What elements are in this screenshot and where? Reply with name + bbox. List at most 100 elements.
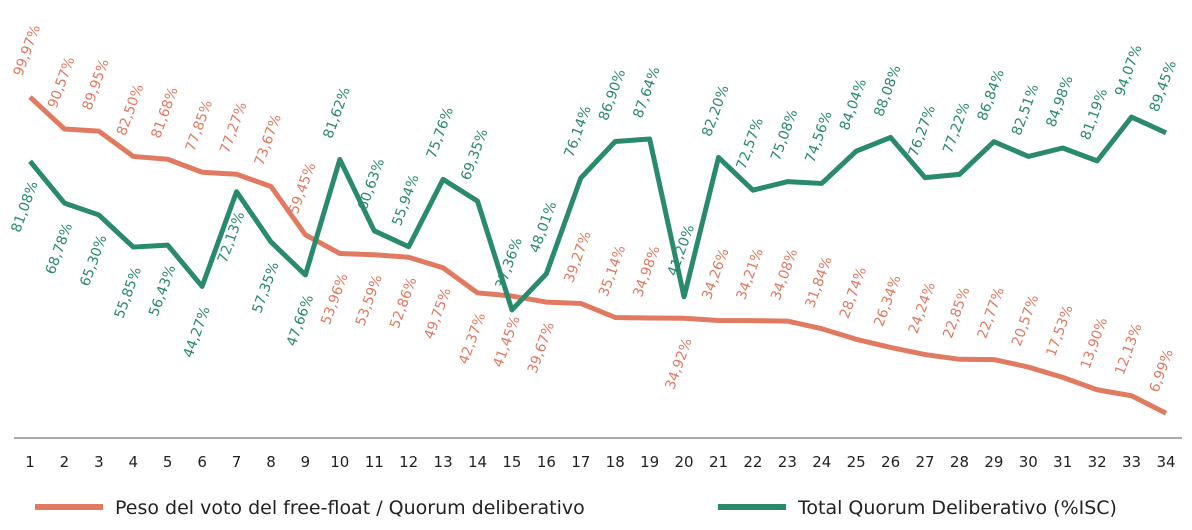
data-label: 28,74% xyxy=(837,265,870,321)
data-label: 34,08% xyxy=(768,247,801,303)
data-label: 81,68% xyxy=(148,85,181,141)
data-label: 22,85% xyxy=(940,285,973,341)
data-label: 81,08% xyxy=(8,179,41,235)
x-tick-label: 3 xyxy=(94,453,104,471)
data-label: 73,67% xyxy=(252,112,285,168)
data-label: 89,45% xyxy=(1147,59,1180,115)
data-label: 82,20% xyxy=(699,83,732,139)
data-label: 77,22% xyxy=(940,100,973,156)
x-tick-label: 10 xyxy=(330,453,349,471)
series-line xyxy=(28,95,1168,416)
series-line xyxy=(28,114,1168,313)
x-tick-label: 19 xyxy=(640,453,659,471)
data-label: 87,64% xyxy=(630,65,663,121)
data-label: 84,04% xyxy=(837,77,870,133)
x-tick-label: 14 xyxy=(468,453,487,471)
x-tick-label: 24 xyxy=(812,453,831,471)
data-label: 22,77% xyxy=(975,285,1008,341)
data-label: 84,98% xyxy=(1043,74,1076,130)
data-label: 86,84% xyxy=(975,67,1008,123)
data-label: 88,08% xyxy=(871,63,904,119)
data-label: 17,53% xyxy=(1043,303,1076,359)
data-label: 6,99% xyxy=(1147,347,1177,394)
data-label: 24,24% xyxy=(906,280,939,336)
x-tick-label: 15 xyxy=(502,453,521,471)
data-label: 77,85% xyxy=(183,98,216,154)
data-label: 72,57% xyxy=(734,116,767,172)
x-tick-label: 5 xyxy=(163,453,173,471)
x-tick-label: 21 xyxy=(709,453,728,471)
legend-label: Total Quorum Deliberativo (%ISC) xyxy=(797,497,1117,519)
x-tick-label: 22 xyxy=(743,453,762,471)
x-tick-label: 8 xyxy=(266,453,276,471)
x-tick-label: 2 xyxy=(60,453,70,471)
x-tick-label: 7 xyxy=(232,453,242,471)
data-label: 39,27% xyxy=(562,229,595,285)
data-label: 34,92% xyxy=(663,336,696,392)
data-label: 68,78% xyxy=(43,221,76,277)
x-tick-label: 34 xyxy=(1156,453,1175,471)
data-label: 86,90% xyxy=(596,67,629,123)
data-label: 41,45% xyxy=(490,314,523,370)
data-label: 60,63% xyxy=(355,157,388,213)
legend-label: Peso del voto del free-float / Quorum de… xyxy=(115,497,585,519)
data-label: 52,86% xyxy=(387,275,420,331)
x-tick-label: 18 xyxy=(606,453,625,471)
data-label: 74,56% xyxy=(802,109,835,165)
data-label: 57,35% xyxy=(249,260,282,316)
x-tick-label: 11 xyxy=(365,453,384,471)
x-tick-label: 27 xyxy=(915,453,934,471)
data-label: 44,27% xyxy=(181,304,214,360)
x-tick-label: 29 xyxy=(984,453,1003,471)
data-label: 34,98% xyxy=(630,244,663,300)
data-label: 39,67% xyxy=(525,320,558,376)
x-tick-label: 25 xyxy=(847,453,866,471)
data-label: 49,75% xyxy=(422,286,455,342)
data-label: 13,90% xyxy=(1078,315,1111,371)
data-label: 34,21% xyxy=(734,246,767,302)
data-label: 12,13% xyxy=(1112,321,1145,377)
data-label: 53,59% xyxy=(353,273,386,329)
x-tick-label: 30 xyxy=(1019,453,1038,471)
data-label: 42,37% xyxy=(456,311,489,367)
data-label: 89,95% xyxy=(80,57,113,113)
data-label: 35,14% xyxy=(596,243,629,299)
data-label: 53,96% xyxy=(318,271,351,327)
data-label: 69,35% xyxy=(458,127,491,183)
x-tick-label: 6 xyxy=(197,453,207,471)
data-label: 99,97% xyxy=(11,23,44,79)
data-label: 55,85% xyxy=(112,265,145,321)
data-label: 77,27% xyxy=(217,100,250,156)
x-tick-label: 28 xyxy=(950,453,969,471)
data-label: 90,57% xyxy=(45,55,78,111)
data-label: 94,07% xyxy=(1112,43,1145,99)
data-label: 59,45% xyxy=(286,161,319,217)
x-tick-label: 33 xyxy=(1122,453,1141,471)
data-label: 76,14% xyxy=(562,104,595,160)
x-tick-label: 9 xyxy=(301,453,311,471)
data-label: 75,08% xyxy=(768,107,801,163)
data-label: 76,27% xyxy=(906,103,939,159)
data-label: 20,57% xyxy=(1009,293,1042,349)
x-tick-label: 20 xyxy=(675,453,694,471)
data-label: 82,50% xyxy=(114,82,147,138)
x-tick-label: 1 xyxy=(25,453,35,471)
x-tick-label: 32 xyxy=(1088,453,1107,471)
data-label: 81,62% xyxy=(321,85,354,141)
x-tick-label: 16 xyxy=(537,453,556,471)
data-label: 82,51% xyxy=(1009,82,1042,138)
data-label: 65,30% xyxy=(77,233,110,289)
x-tick-label: 17 xyxy=(571,453,590,471)
data-label: 56,43% xyxy=(146,263,179,319)
data-label: 34,26% xyxy=(699,246,732,302)
x-tick-label: 13 xyxy=(434,453,453,471)
x-tick-label: 12 xyxy=(399,453,418,471)
data-label: 55,94% xyxy=(389,172,422,228)
data-label: 31,84% xyxy=(802,254,835,310)
data-label: 26,34% xyxy=(871,273,904,329)
data-label: 81,19% xyxy=(1078,87,1111,143)
data-label: 47,66% xyxy=(284,293,317,349)
x-tick-label: 23 xyxy=(778,453,797,471)
x-tick-label: 31 xyxy=(1053,453,1072,471)
